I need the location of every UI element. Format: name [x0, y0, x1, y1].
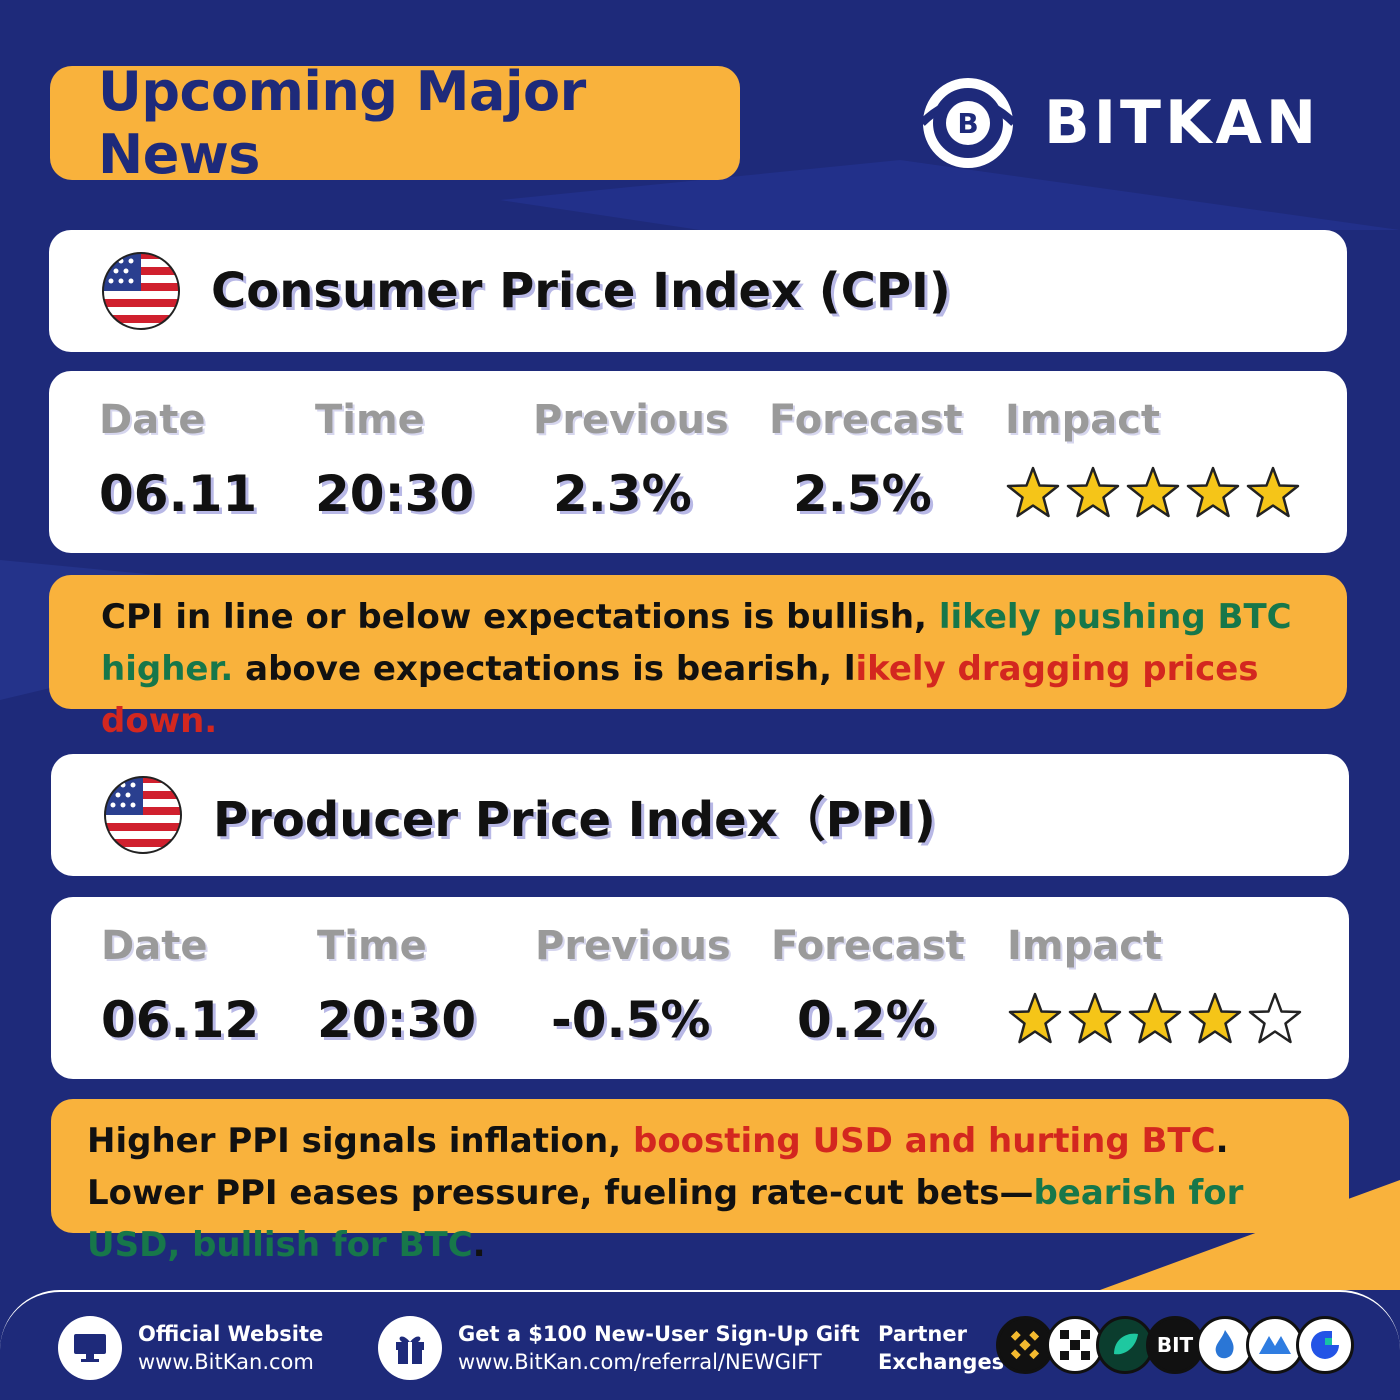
- time-header: Time: [315, 397, 425, 443]
- cpi-time-value: 20:30: [315, 465, 475, 523]
- bitkan-logo: B BITKAN: [918, 78, 1320, 168]
- ppi-previous-col: Previous -0.5%: [535, 923, 731, 1049]
- signup-gift-link[interactable]: Get a $100 New-User Sign-Up Gift www.Bit…: [378, 1316, 860, 1380]
- cpi-forecast-col: Forecast 2.5%: [769, 397, 963, 523]
- svg-text:B: B: [957, 107, 978, 140]
- ppi-title: Producer Price Index（PPI): [213, 792, 936, 848]
- star-filled-icon: [1186, 466, 1240, 518]
- impact-header: Impact: [1007, 923, 1163, 969]
- monitor-icon: [58, 1316, 122, 1380]
- partner-exchanges-label: Partner Exchanges: [878, 1322, 1005, 1374]
- partner-exchange-logos: BIT: [996, 1316, 1354, 1374]
- date-header: Date: [101, 923, 208, 969]
- ppi-impact-col: Impact: [1007, 923, 1303, 1047]
- headline-title: Upcoming Major News: [98, 60, 586, 186]
- star-filled-icon: [1188, 992, 1242, 1044]
- star-filled-icon: [1008, 992, 1062, 1044]
- cpi-data-card: Date 06.11 Time 20:30 Previous 2.3% Fore…: [49, 371, 1347, 553]
- note-segment-plain: .: [472, 1225, 486, 1265]
- star-filled-icon: [1068, 992, 1122, 1044]
- ppi-data-card: Date 06.12 Time 20:30 Previous -0.5% For…: [51, 897, 1349, 1079]
- ppi-forecast-value: 0.2%: [797, 991, 936, 1049]
- cpi-impact-col: Impact: [1005, 397, 1301, 521]
- cpi-previous-col: Previous 2.3%: [533, 397, 729, 523]
- star-empty-icon: [1248, 992, 1302, 1044]
- note-segment-green: bearish for USD, bullish for BTC: [87, 1173, 1244, 1265]
- date-header: Date: [99, 397, 206, 443]
- note-segment-plain: above expectations is bearish, l: [233, 649, 856, 689]
- star-filled-icon: [1246, 466, 1300, 518]
- note-segment-green: likely pushing BTC higher.: [101, 597, 1292, 689]
- binance-logo-icon[interactable]: [996, 1316, 1054, 1374]
- previous-header: Previous: [535, 923, 731, 969]
- headline-banner: Upcoming Major News: [50, 60, 740, 186]
- brand-name: BITKAN: [1044, 88, 1321, 158]
- official-website-link[interactable]: Official Website www.BitKan.com: [58, 1316, 323, 1380]
- star-filled-icon: [1128, 992, 1182, 1044]
- forecast-header: Forecast: [769, 397, 963, 443]
- us-flag-icon: [102, 252, 180, 330]
- website-url: www.BitKan.com: [138, 1350, 314, 1374]
- website-label: Official Website: [138, 1322, 324, 1346]
- star-filled-icon: [1126, 466, 1180, 518]
- cpi-impact-stars: [1005, 465, 1301, 521]
- gift-url: www.BitKan.com/referral/NEWGIFT: [458, 1350, 822, 1374]
- ppi-impact-stars: [1007, 991, 1303, 1047]
- impact-header: Impact: [1005, 397, 1161, 443]
- note-segment-red: boosting USD and hurting BTC: [632, 1121, 1216, 1161]
- cpi-previous-value: 2.3%: [553, 465, 692, 523]
- note-segment-red: ikely dragging prices down.: [101, 649, 1259, 741]
- cpi-title-card: Consumer Price Index (CPI): [49, 230, 1347, 352]
- cpi-note: CPI in line or below expectations is bul…: [49, 575, 1347, 741]
- bitkan-logo-icon: B: [919, 78, 1017, 168]
- us-flag-icon: [104, 776, 182, 854]
- star-filled-icon: [1006, 466, 1060, 518]
- star-filled-icon: [1066, 466, 1120, 518]
- cpi-date-value: 06.11: [99, 465, 258, 523]
- note-segment-plain: . Lower PPI eases pressure, fueling rate…: [87, 1121, 1229, 1213]
- ppi-time-col: Time 20:30: [317, 923, 476, 1049]
- ppi-note: Higher PPI signals inflation, boosting U…: [51, 1099, 1349, 1265]
- note-segment-plain: Higher PPI signals inflation,: [87, 1121, 633, 1161]
- previous-header: Previous: [533, 397, 729, 443]
- note-segment-plain: CPI in line or below expectations is bul…: [101, 597, 939, 637]
- forecast-header: Forecast: [771, 923, 965, 969]
- gate-logo-icon[interactable]: [1296, 1316, 1354, 1374]
- gift-icon: [378, 1316, 442, 1380]
- cpi-time-col: Time 20:30: [315, 397, 474, 523]
- ppi-time-value: 20:30: [317, 991, 477, 1049]
- ppi-previous-value: -0.5%: [551, 991, 711, 1049]
- ppi-date-value: 06.12: [101, 991, 260, 1049]
- time-header: Time: [317, 923, 427, 969]
- cpi-title: Consumer Price Index (CPI): [211, 263, 951, 319]
- ppi-date-col: Date 06.12: [101, 923, 259, 1049]
- cpi-date-col: Date 06.11: [99, 397, 257, 523]
- cpi-forecast-value: 2.5%: [793, 465, 932, 523]
- gift-label: Get a $100 New-User Sign-Up Gift: [458, 1322, 860, 1346]
- ppi-title-card: Producer Price Index（PPI): [51, 754, 1349, 876]
- ppi-forecast-col: Forecast 0.2%: [771, 923, 965, 1049]
